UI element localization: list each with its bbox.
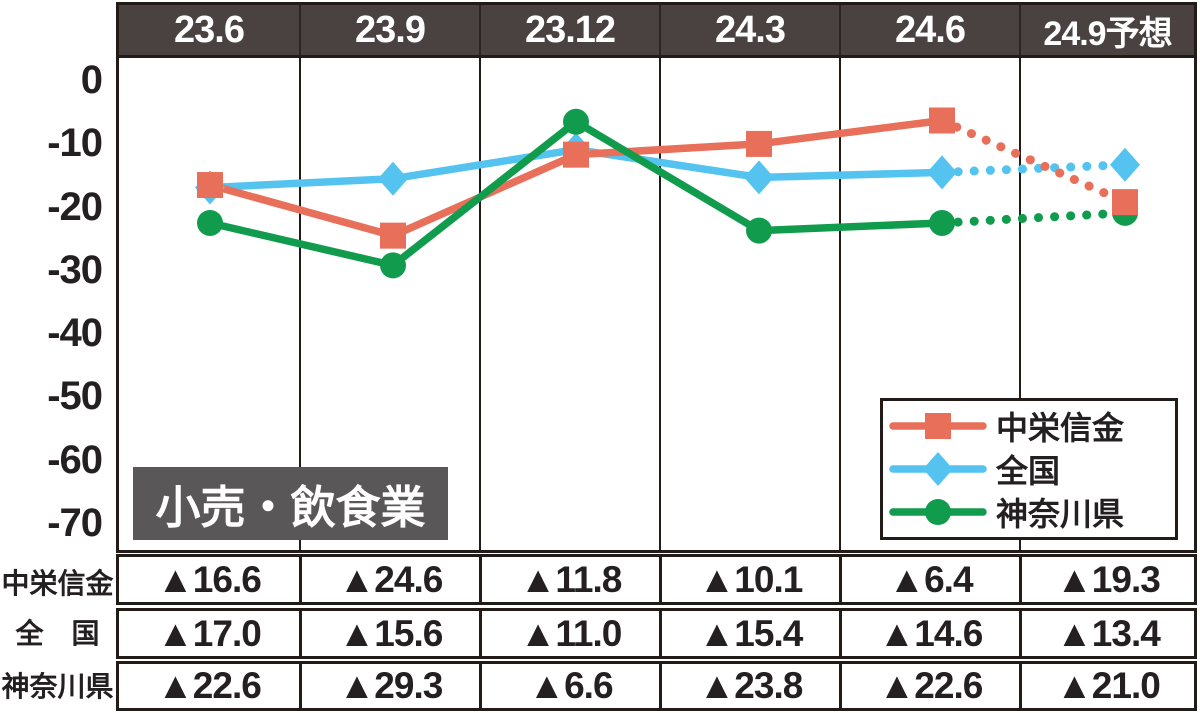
table-cell: ▲6.6 — [479, 664, 659, 708]
legend-swatch-diamond — [889, 451, 987, 486]
industry-label: 小売・飲食業 — [155, 482, 426, 533]
table-row-label: 中栄信金 — [1, 568, 114, 599]
legend-label: 全国 — [996, 452, 1061, 489]
y-axis-tick-label: -10 — [47, 121, 103, 165]
table-row-label: 神奈川県 — [1, 671, 114, 702]
table-cell: ▲22.6 — [157, 665, 262, 706]
legend-item: 全国 — [889, 449, 1169, 489]
x-header-cell: 23.9 — [299, 5, 479, 55]
y-axis-tick-label: 0 — [80, 58, 103, 102]
y-axis-tick-label: -50 — [47, 374, 103, 418]
x-header-cell: 23.6 — [174, 8, 245, 51]
table-cell: ▲10.1 — [659, 557, 839, 602]
table-row: ▲17.0 ▲15.6 ▲11.0 ▲15.4 ▲14.6 ▲13.4 — [116, 608, 1197, 659]
table-cell: ▲22.6 — [839, 664, 1019, 708]
table-cell: ▲13.4 — [1019, 611, 1194, 656]
legend-label: 神奈川県 — [996, 496, 1125, 533]
gridline-vertical — [299, 55, 301, 553]
table-cell: ▲24.6 — [299, 557, 479, 602]
x-header-cell: 23.12 — [479, 5, 659, 55]
gridline-vertical — [479, 55, 481, 553]
x-header-cell: 24.3 — [659, 5, 839, 55]
table-row: ▲16.6 ▲24.6 ▲11.8 ▲10.1 ▲6.4 ▲19.3 — [116, 554, 1197, 605]
legend-item: 中栄信金 — [889, 406, 1169, 446]
gridline-vertical — [839, 55, 841, 553]
legend-swatch-circle — [889, 499, 987, 526]
y-axis-tick-label: -30 — [47, 248, 103, 292]
y-axis-tick-label: -70 — [47, 501, 103, 545]
legend-item: 神奈川県 — [889, 492, 1169, 532]
table-cell: ▲15.4 — [659, 611, 839, 656]
y-axis-tick-label: -40 — [47, 311, 103, 355]
table-cell: ▲19.3 — [1019, 557, 1194, 602]
chart-frame: 23.6 23.9 23.12 24.3 24.6 24.9予想 — [116, 2, 1197, 553]
legend-swatch-square — [889, 412, 987, 439]
table-cell: ▲29.3 — [299, 664, 479, 708]
y-axis-tick-label: -60 — [47, 438, 103, 482]
legend-label: 中栄信金 — [996, 409, 1125, 446]
table-cell: ▲16.6 — [157, 558, 262, 600]
table-row-label: 全 国 — [15, 618, 100, 649]
table-cell: ▲15.6 — [299, 611, 479, 656]
table-cell: ▲6.4 — [839, 557, 1019, 602]
table-cell: ▲17.0 — [157, 612, 262, 654]
table-cell: ▲23.8 — [659, 664, 839, 708]
y-axis-tick-label: -20 — [47, 185, 103, 229]
table-cell: ▲21.0 — [1019, 664, 1194, 708]
industry-label-box: 小売・飲食業 — [133, 467, 448, 540]
table-cell: ▲14.6 — [839, 611, 1019, 656]
table-cell: ▲11.0 — [479, 611, 659, 656]
gridline-vertical — [1019, 55, 1021, 553]
table-cell: ▲11.8 — [479, 557, 659, 602]
table-row: ▲22.6 ▲29.3 ▲6.6 ▲23.8 ▲22.6 ▲21.0 — [116, 661, 1197, 711]
x-axis-header: 23.6 23.9 23.12 24.3 24.6 24.9予想 — [119, 5, 1194, 58]
x-header-cell-forecast: 24.9予想 — [1019, 5, 1194, 55]
x-header-cell: 24.6 — [839, 5, 1019, 55]
legend-box: 中栄信金 全国 神奈川県 — [880, 398, 1178, 540]
gridline-vertical — [659, 55, 661, 553]
